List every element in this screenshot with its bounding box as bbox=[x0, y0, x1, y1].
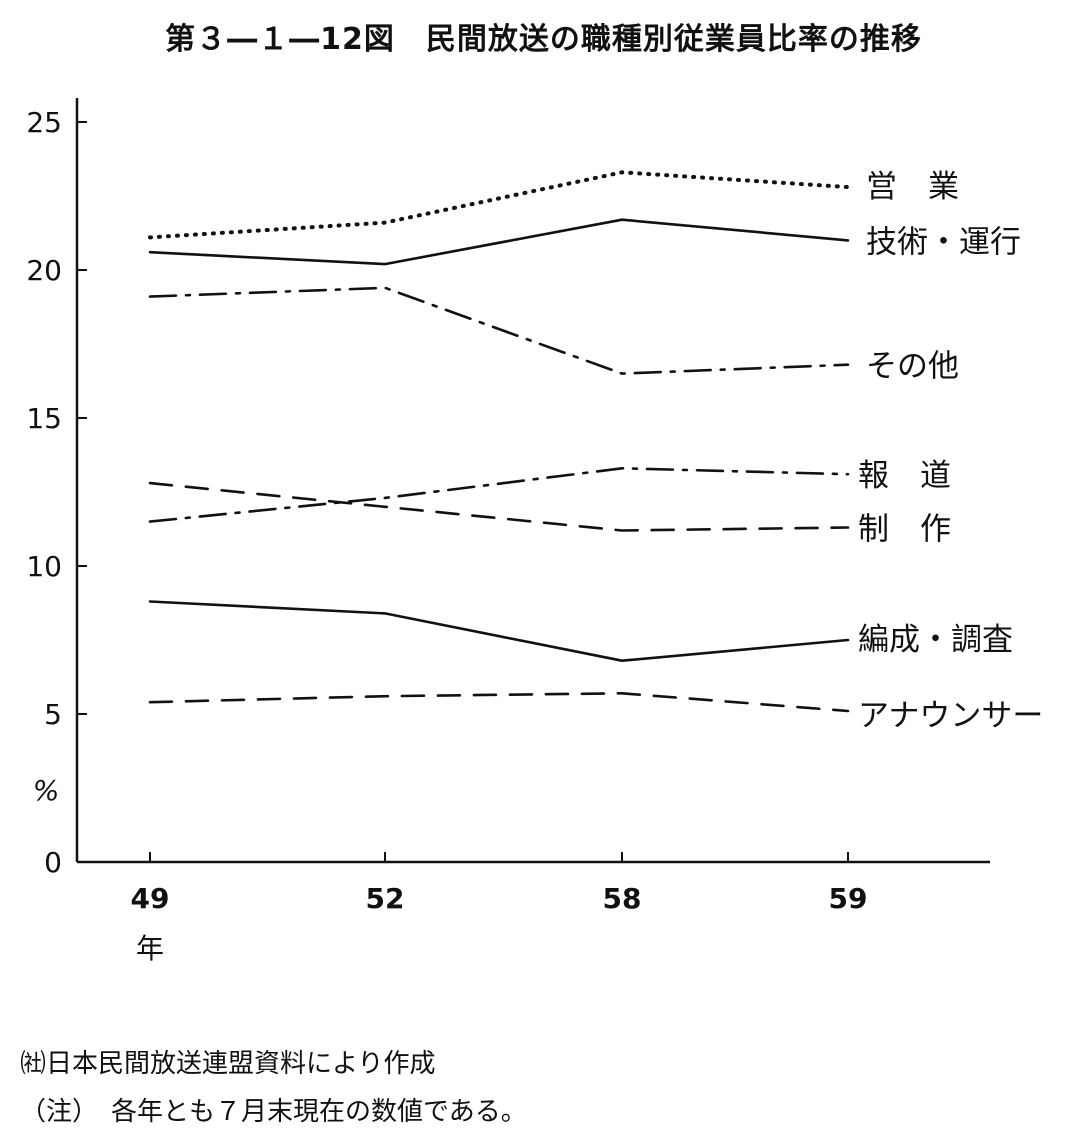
series-label-3: 報 道 bbox=[858, 458, 951, 494]
series-line-2 bbox=[148, 286, 850, 375]
y-tick-label-10: 10 bbox=[26, 550, 62, 583]
series-line-3 bbox=[148, 466, 850, 523]
series-line-1 bbox=[148, 218, 850, 266]
y-tick-label-5: 5 bbox=[44, 698, 62, 731]
x-tick-label-49: 49 bbox=[131, 882, 170, 915]
series-label-6: アナウンサー bbox=[858, 698, 1043, 734]
series-line-6 bbox=[148, 691, 850, 713]
y-tick-label-20: 20 bbox=[26, 254, 62, 287]
series-line-0 bbox=[148, 170, 850, 240]
x-tick-label-59: 59 bbox=[829, 882, 868, 915]
series-line-4 bbox=[148, 481, 850, 532]
x-tick-label-58: 58 bbox=[603, 882, 642, 915]
series-label-0: 営 業 bbox=[866, 169, 959, 205]
source-note: ㈳日本民間放送連盟資料により作成 bbox=[20, 1049, 436, 1079]
y-tick-label-0: 0 bbox=[44, 846, 62, 879]
series-line-5 bbox=[148, 600, 850, 663]
chart-notes: ㈳日本民間放送連盟資料により作成 （注） 各年とも７月末現在の数値である。 bbox=[20, 1040, 527, 1136]
series-label-5: 編成・調査 bbox=[858, 622, 1013, 658]
y-tick-label-25: 25 bbox=[26, 106, 62, 139]
series-label-2: その他 bbox=[866, 349, 959, 385]
x-tick-label-52: 52 bbox=[366, 882, 405, 915]
chart-title: 第３―１―12図 民間放送の職種別従業員比率の推移 bbox=[165, 22, 922, 57]
footnote: （注） 各年とも７月末現在の数値である。 bbox=[20, 1097, 527, 1127]
series-label-4: 制 作 bbox=[858, 512, 951, 548]
x-unit-label: 年 bbox=[136, 932, 164, 965]
y-unit-label: % bbox=[33, 774, 60, 807]
series-label-1: 技術・運行 bbox=[866, 224, 1021, 260]
y-tick-label-15: 15 bbox=[26, 402, 62, 435]
